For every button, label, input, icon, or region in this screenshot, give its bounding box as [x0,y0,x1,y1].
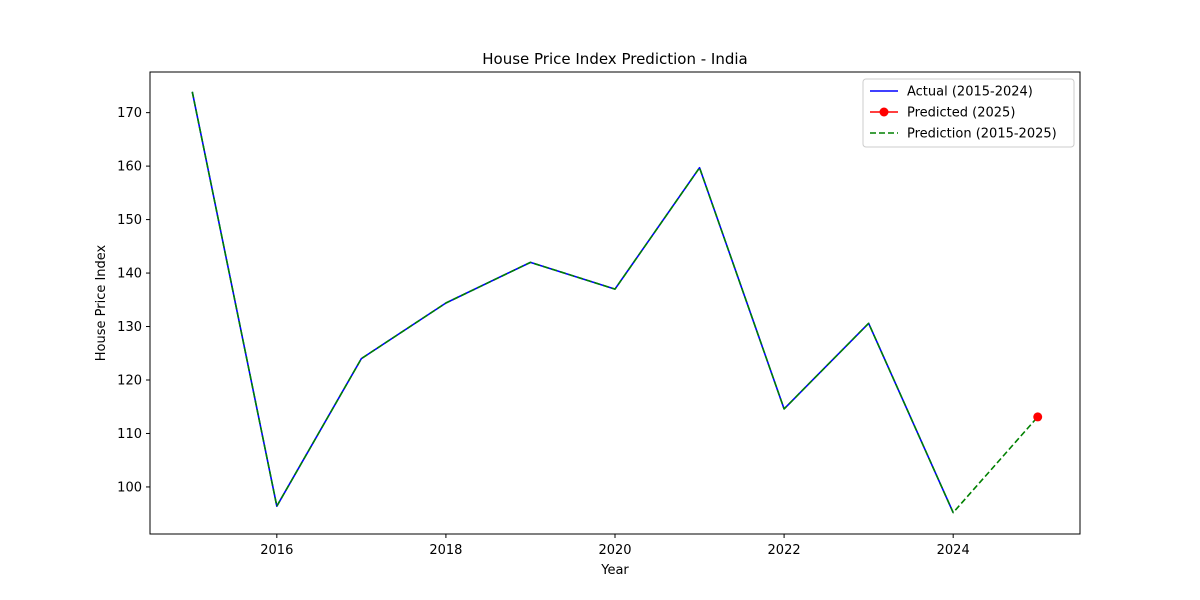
series-line-prediction [191,91,1039,514]
x-axis-label: Year [600,563,629,578]
y-tick-label: 130 [117,320,142,335]
legend-entry-label: Actual (2015-2024) [907,85,1033,100]
axes: 2016 2018 2020 2022 2024 100 110 120 130 140 150 16… [117,71,1081,558]
legend-entry-label: Predicted (2025) [907,106,1015,121]
plot-area [191,91,1043,514]
x-tick-label: 2022 [768,543,801,558]
y-tick-label: 100 [117,480,142,495]
y-tick-label: 110 [117,427,142,442]
series-line-actual [191,91,954,513]
legend-entry-label: Prediction (2015-2025) [907,127,1057,142]
y-tick-label: 160 [117,160,142,175]
y-tick-label: 120 [117,374,142,389]
legend-box [862,78,1075,148]
y-axis-label: House Price Index [94,244,109,361]
x-tick-label: 2024 [937,543,970,558]
x-tick-label: 2016 [260,543,293,558]
y-tick-label: 140 [117,267,142,282]
x-tick-label: 2018 [429,543,462,558]
chart-title: House Price Index Prediction - India [482,50,747,68]
legend-handle-predicted-marker [879,107,889,117]
data-point-predicted [1033,412,1043,422]
x-tick-label: 2020 [598,543,631,558]
y-tick-label: 170 [117,106,142,121]
legend: Actual (2015-2024) Predicted (2025) Predic… [862,78,1075,148]
y-tick-label: 150 [117,213,142,228]
